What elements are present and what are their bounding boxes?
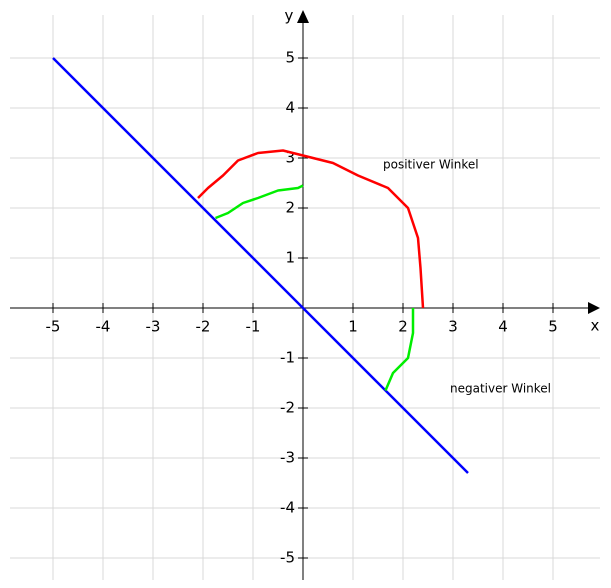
x-tick-label: -3 [146, 318, 161, 336]
y-tick-label: 2 [285, 199, 295, 217]
line [215, 184, 304, 220]
x-tick-label: -2 [196, 318, 211, 336]
y-tick-label: -3 [280, 449, 295, 467]
y-tick-label: -4 [280, 499, 295, 517]
x-tick-label: 3 [448, 318, 458, 336]
y-axis-label: y [285, 7, 294, 25]
annotation: negativer Winkel [450, 382, 551, 396]
x-tick-label: 1 [348, 318, 358, 336]
x-axis-label: x [591, 317, 600, 335]
x-tick-label: -1 [246, 318, 261, 336]
grid [10, 15, 600, 580]
x-tick-label: -4 [96, 318, 111, 336]
y-tick-label: 4 [285, 99, 295, 117]
y-tick-label: -1 [280, 349, 295, 367]
y-tick-label: 1 [285, 249, 295, 267]
y-arrow [297, 10, 309, 23]
line [52, 57, 469, 474]
annotation: positiver Winkel [383, 158, 479, 172]
line [197, 149, 425, 309]
x-arrow [588, 302, 600, 314]
y-tick-label: -5 [280, 549, 295, 567]
x-tick-label: -5 [46, 318, 61, 336]
y-tick-label: 5 [285, 49, 295, 67]
x-tick-label: 4 [498, 318, 508, 336]
y-tick-label: 3 [285, 149, 295, 167]
x-tick-label: 2 [398, 318, 408, 336]
x-tick-label: 5 [548, 318, 558, 336]
line [384, 308, 415, 391]
y-tick-label: -2 [280, 399, 295, 417]
